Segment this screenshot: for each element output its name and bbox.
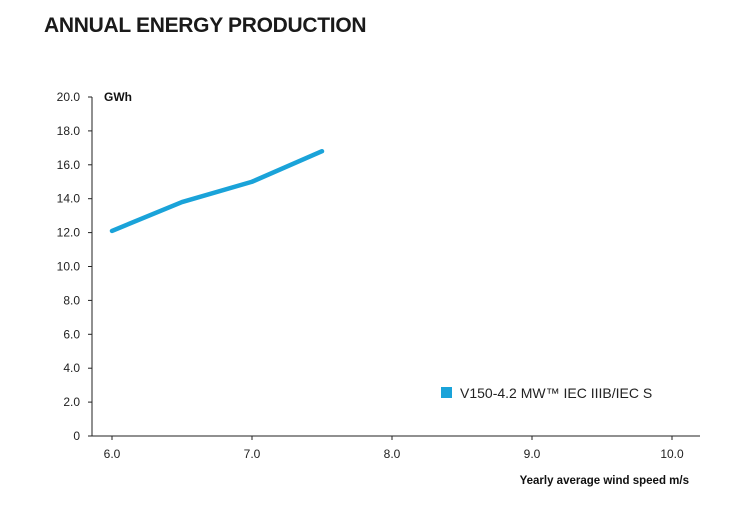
chart-title: ANNUAL ENERGY PRODUCTION bbox=[44, 14, 367, 37]
y-tick-label: 4.0 bbox=[63, 361, 80, 375]
y-tick-label: 0 bbox=[73, 429, 80, 443]
y-tick-label: 12.0 bbox=[57, 226, 81, 240]
x-tick-label: 10.0 bbox=[660, 447, 684, 461]
legend-swatch bbox=[441, 387, 452, 398]
y-tick-label: 20.0 bbox=[57, 90, 81, 104]
legend-label: V150-4.2 MW™ IEC IIIB/IEC S bbox=[460, 385, 652, 401]
y-axis-unit-label: GWh bbox=[104, 90, 132, 104]
y-tick-label: 10.0 bbox=[57, 260, 81, 274]
y-tick-label: 18.0 bbox=[57, 124, 81, 138]
x-tick-label: 8.0 bbox=[384, 447, 401, 461]
y-tick-label: 14.0 bbox=[57, 192, 81, 206]
y-tick-label: 2.0 bbox=[63, 395, 80, 409]
y-tick-label: 8.0 bbox=[63, 293, 80, 307]
series-line bbox=[109, 148, 325, 234]
x-axis-title: Yearly average wind speed m/s bbox=[520, 475, 689, 487]
y-tick-label: 6.0 bbox=[63, 327, 80, 341]
y-tick-label: 16.0 bbox=[57, 158, 81, 172]
x-tick-label: 6.0 bbox=[104, 447, 121, 461]
y-axis: 0 2.0 4.0 6.0 8.0 10.0 12.0 14.0 16.0 18.0 20.0 bbox=[57, 90, 93, 443]
x-tick-label: 9.0 bbox=[524, 447, 541, 461]
x-axis: 6.0 7.0 8.0 9.0 10.0 bbox=[92, 435, 700, 461]
series-layer bbox=[109, 148, 325, 234]
x-tick-label: 7.0 bbox=[244, 447, 261, 461]
legend: V150-4.2 MW™ IEC IIIB/IEC S bbox=[441, 385, 652, 401]
